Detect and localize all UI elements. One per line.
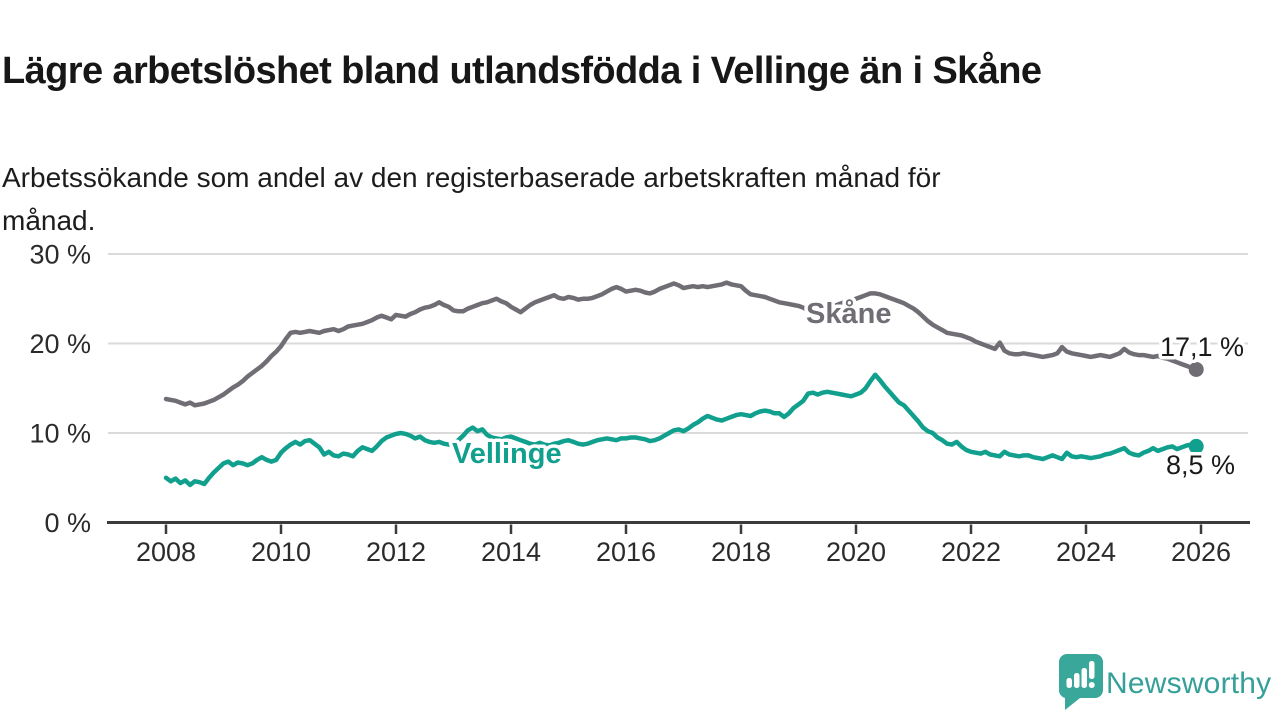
y-axis-label-20: 20 % [29,329,91,359]
x-axis-label-2016: 2016 [596,537,656,567]
y-axis-label-10: 10 % [29,419,91,449]
logo-exclamation-dot [1088,682,1095,688]
x-axis-label-2022: 2022 [941,537,1001,567]
x-axis-label-2014: 2014 [481,537,541,567]
x-axis-label-2012: 2012 [366,537,426,567]
x-axis-label-2018: 2018 [711,537,771,567]
series-end-dot-skne [1188,361,1204,377]
series-label-vellinge: Vellinge [452,438,562,470]
newsworthy-logo: Newsworthy [1056,650,1280,712]
series-end-dot-vellinge [1188,438,1204,454]
logo-bar-1 [1066,678,1072,688]
x-axis-label-2020: 2020 [826,537,886,567]
y-axis-label-0: 0 % [44,508,91,538]
x-axis-label-2010: 2010 [251,537,311,567]
series-label-skne: Skåne [806,298,891,330]
x-axis-label-2024: 2024 [1056,537,1116,567]
logo-bar-2 [1074,673,1080,688]
newsworthy-logo-icon [1058,654,1103,710]
logo-bubble [1058,654,1103,710]
end-value-label-skne: 17,1 % [1160,332,1244,362]
chart-title: Lägre arbetslöshet bland utlandsfödda i … [2,50,1042,93]
logo-exclamation-bar [1089,661,1095,679]
series-line-skne [163,280,1199,408]
chart-subtitle-line1: Arbetssökande som andel av den registerb… [2,162,941,193]
y-axis-label-30: 30 % [29,240,91,270]
newsworthy-wordmark: Newsworthy [1106,667,1272,700]
series-line-vellinge [163,372,1199,488]
x-axis-label-2008: 2008 [136,537,196,567]
end-value-label-vellinge: 8,5 % [1166,450,1235,480]
logo-bar-3 [1081,668,1087,688]
x-axis-label-2026: 2026 [1171,537,1231,567]
chart-subtitle: Arbetssökande som andel av den registerb… [2,156,1202,242]
chart-subtitle-line2: månad. [2,205,96,236]
